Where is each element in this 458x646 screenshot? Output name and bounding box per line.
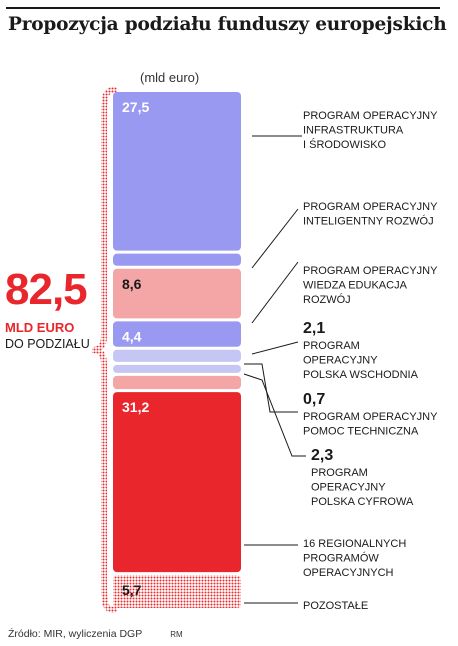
source-text: Źródło: MIR, wyliczenia DGP [8, 628, 143, 640]
annotation-label-8-line-1: 16 REGIONALNYCH [303, 538, 406, 550]
source-note: Źródło: MIR, wyliczenia DGP RM [8, 628, 183, 640]
leader-line-6 [244, 363, 298, 413]
annotation-label-6-line-1: PROGRAM OPERACYJNY [303, 411, 438, 423]
annotation-label-2-line-2: INTELIGENTNY ROZWÓJ [303, 215, 434, 228]
bar-segment-7 [113, 375, 241, 390]
annotation-label-7-line-1: PROGRAM [311, 467, 368, 479]
annotation-label-1-line-3: I ŚRODOWISKO [303, 138, 387, 151]
annotation-label-7-line-2: OPERACYJNY [311, 482, 386, 494]
annotation-label-5-line-1: PROGRAM [303, 340, 360, 352]
unit-label: (mld euro) [140, 70, 200, 85]
annotation-value-6: 0,7 [303, 391, 325, 408]
bar-segment-2 [113, 253, 241, 266]
total-unit: MLD EURO [5, 320, 75, 335]
leader-line-2 [251, 208, 299, 269]
annotation-label-5-line-3: POLSKA WSCHODNIA [303, 369, 419, 381]
bar-segment-9 [113, 575, 241, 608]
bar-segment-5 [113, 349, 241, 362]
leader-line-7 [243, 373, 306, 457]
bar-value-label-8: 31,2 [122, 399, 149, 415]
annotation-label-1-line-1: PROGRAM OPERACYJNY [303, 110, 438, 122]
bar-segment-1 [113, 92, 241, 251]
bar-value-label-1: 27,5 [122, 99, 149, 115]
annotation-label-2-line-1: PROGRAM OPERACYJNY [303, 201, 438, 213]
annotation-label-3-line-2: WIEDZA EDUKACJA [303, 280, 408, 292]
total-brace [91, 87, 117, 613]
annotation-label-8-line-3: OPERACYJNYCH [303, 567, 394, 579]
author-signature: RM [170, 630, 183, 639]
bar-segment-4 [113, 321, 241, 347]
top-rule [6, 7, 440, 9]
bar-value-label-4: 4,4 [122, 328, 142, 344]
annotation-label-3-line-3: ROZWÓJ [303, 293, 351, 306]
annotation-label-6-line-2: POMOC TECHNICZNA [303, 426, 419, 438]
bar-segment-8 [113, 392, 241, 573]
leader-line-3 [251, 261, 299, 324]
annotation-value-7: 2,3 [311, 447, 333, 464]
bar-segment-3 [113, 268, 241, 319]
bar-value-label-3: 8,6 [122, 276, 142, 292]
annotation-label-3-line-1: PROGRAM OPERACYJNY [303, 265, 438, 277]
annotation-value-5: 2,1 [303, 320, 325, 337]
annotation-label-7-line-3: POLSKA CYFROWA [311, 496, 414, 508]
annotation-label-8-line-2: PROGRAMÓW [303, 552, 379, 565]
leader-line-5 [251, 341, 299, 355]
bar-segment-6 [113, 364, 241, 373]
chart-title: Propozycja podziału funduszy europejskic… [8, 14, 447, 35]
annotation-label-9-line-1: POZOSTAŁE [303, 600, 368, 612]
annotation-label-5-line-2: OPERACYJNY [303, 355, 378, 367]
total-sub: DO PODZIAŁU [5, 337, 90, 351]
total-block: 82,5 MLD EURO DO PODZIAŁU [5, 265, 90, 352]
bar-value-label-9: 5,7 [122, 582, 142, 598]
total-value: 82,5 [5, 265, 88, 314]
annotation-label-1-line-2: INFRASTRUKTURA [303, 125, 404, 137]
